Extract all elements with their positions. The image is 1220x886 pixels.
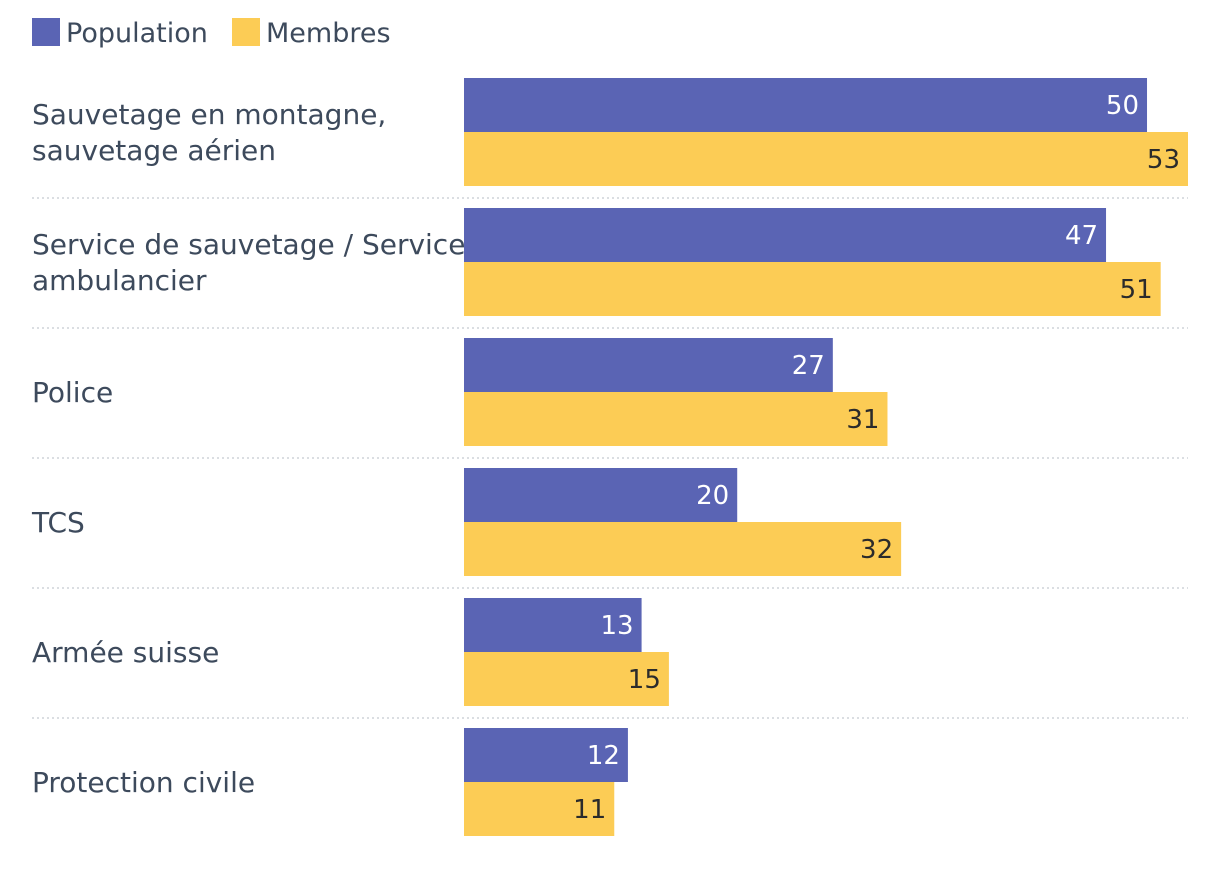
value-label-population-tcs: 20 <box>696 481 729 511</box>
bar-population-service-de-sauvetage-service-ambulancier <box>464 208 1107 262</box>
legend-label-membres: Membres <box>266 18 391 49</box>
value-label-membres-sauvetage-en-montagne-sauvetage-aerien: 53 <box>1147 145 1180 175</box>
legend-label-population: Population <box>66 18 208 49</box>
value-labels: 50 53 47 51 27 31 20 32 13 15 12 11 <box>573 91 1180 825</box>
category-labels: Sauvetage en montagne, sauvetage aérien Se… <box>31 98 465 799</box>
value-label-membres-service-de-sauvetage-service-ambulancier: 51 <box>1120 275 1153 305</box>
legend-swatch-population <box>32 18 60 46</box>
bar-population-tcs <box>464 468 738 522</box>
value-label-population-protection-civile: 12 <box>587 741 620 771</box>
bar-population-police <box>464 338 833 392</box>
bar-membres-protection-civile <box>464 782 615 836</box>
value-label-population-service-de-sauvetage-service-ambulancier: 47 <box>1065 221 1098 251</box>
bar-population-armee-suisse <box>464 598 642 652</box>
category-label-service-de-sauvetage-service-ambulancier: Service de sauvetage / Service ambulancie… <box>32 228 465 297</box>
value-label-membres-protection-civile: 11 <box>573 795 606 825</box>
bar-population-sauvetage-en-montagne-sauvetage-aerien <box>464 78 1148 132</box>
bar-population-protection-civile <box>464 728 628 782</box>
category-label-tcs: TCS <box>31 506 85 539</box>
value-label-population-sauvetage-en-montagne-sauvetage-aerien: 50 <box>1106 91 1139 121</box>
legend-swatch-membres <box>232 18 260 46</box>
value-label-population-police: 27 <box>792 351 825 381</box>
category-label-protection-civile: Protection civile <box>32 766 255 799</box>
value-label-membres-tcs: 32 <box>860 535 893 565</box>
category-label-sauvetage-en-montagne-sauvetage-aerien: Sauvetage en montagne, sauvetage aérien <box>32 98 386 167</box>
bar-membres-armee-suisse <box>464 652 669 706</box>
bars <box>464 78 1188 836</box>
value-label-membres-armee-suisse: 15 <box>628 665 661 695</box>
bar-membres-tcs <box>464 522 902 576</box>
value-label-membres-police: 31 <box>846 405 879 435</box>
bar-membres-sauvetage-en-montagne-sauvetage-aerien <box>464 132 1188 186</box>
bar-membres-police <box>464 392 888 446</box>
legend: Population Membres <box>32 18 391 49</box>
category-label-police: Police <box>32 376 113 409</box>
category-label-armee-suisse: Armée suisse <box>32 636 219 669</box>
value-label-population-armee-suisse: 13 <box>600 611 633 641</box>
bar-membres-service-de-sauvetage-service-ambulancier <box>464 262 1161 316</box>
